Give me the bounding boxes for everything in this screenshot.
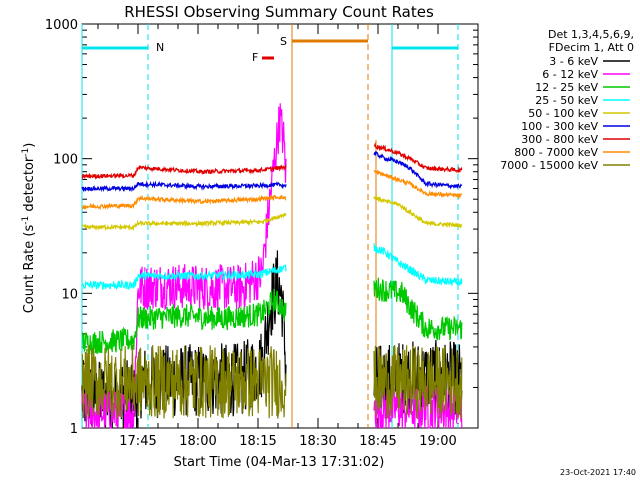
x-axis-label: Start Time (04-Mar-13 17:31:02) — [174, 455, 385, 470]
series-line-8-b — [373, 344, 463, 419]
x-tick-label: 19:00 — [419, 434, 456, 449]
legend-entry-label: 6 - 12 keV — [542, 68, 598, 81]
series-line-1-a — [81, 103, 287, 429]
flare-flag-label: F — [252, 51, 258, 64]
legend-entry-label: 100 - 300 keV — [521, 120, 598, 133]
series-line-4-a — [81, 213, 287, 232]
series-line-5-a — [81, 180, 287, 193]
plot-area: 1 10 100 1000 17:45 18:00 18:15 18:30 18:45 19:00… — [45, 18, 479, 449]
y-axis-label-end: ) — [22, 143, 37, 148]
legend-header-line: FDecim 1, Att 0 — [549, 41, 634, 54]
series-line-3-b — [373, 243, 463, 287]
series-line-8-a — [81, 344, 287, 419]
y-tick-label: 100 — [53, 153, 78, 168]
series-line-2-b — [373, 277, 463, 341]
x-tick-label: 18:15 — [239, 434, 276, 449]
legend-entry-label: 300 - 800 keV — [521, 133, 598, 146]
legend-header-line: Det 1,3,4,5,6,9, — [548, 28, 634, 41]
saa-flag-label: S — [280, 35, 287, 48]
y-axis-label-main: Count Rate (s — [22, 225, 37, 314]
series-line-2-a — [81, 288, 287, 355]
y-tick-label: 1 — [70, 422, 78, 437]
series-line-6-a — [81, 164, 287, 180]
series-line-4-b — [373, 194, 463, 229]
legend-entry-label: 3 - 6 keV — [549, 55, 598, 68]
x-tick-label: 18:45 — [359, 434, 396, 449]
y-axis-label-mid: detector — [22, 156, 37, 216]
series-line-7-b — [373, 169, 463, 200]
y-axis-label-sup1: -1 — [21, 216, 31, 225]
y-tick-label: 1000 — [45, 18, 78, 33]
series-line-7-a — [81, 194, 287, 211]
x-tick-label: 18:30 — [299, 434, 336, 449]
y-axis-label: Count Rate (s-1 detector-1) — [21, 143, 37, 314]
legend-entry-label: 800 - 7000 keV — [514, 146, 598, 159]
legend-entry-label: 50 - 100 keV — [528, 107, 598, 120]
legend-entry-label: 12 - 25 keV — [535, 81, 598, 94]
legend-entry-label: 25 - 50 keV — [535, 94, 598, 107]
series-line-5-b — [373, 150, 463, 190]
legend-entry-label: 7000 - 15000 keV — [500, 159, 598, 172]
series-line-6-b — [373, 142, 463, 174]
chart-title: RHESSI Observing Summary Count Rates — [124, 3, 434, 21]
y-tick-label: 10 — [61, 287, 78, 302]
x-tick-label: 18:00 — [179, 434, 216, 449]
legend: Det 1,3,4,5,6,9,FDecim 1, Att 03 - 6 keV… — [500, 28, 634, 172]
y-axis-label-sup2: -1 — [21, 148, 31, 157]
series-line-3-a — [81, 264, 287, 291]
x-tick-label: 17:45 — [119, 434, 156, 449]
night-flag-label: N — [156, 41, 164, 54]
footer-date: 23-Oct-2021 17:40 — [560, 468, 636, 477]
